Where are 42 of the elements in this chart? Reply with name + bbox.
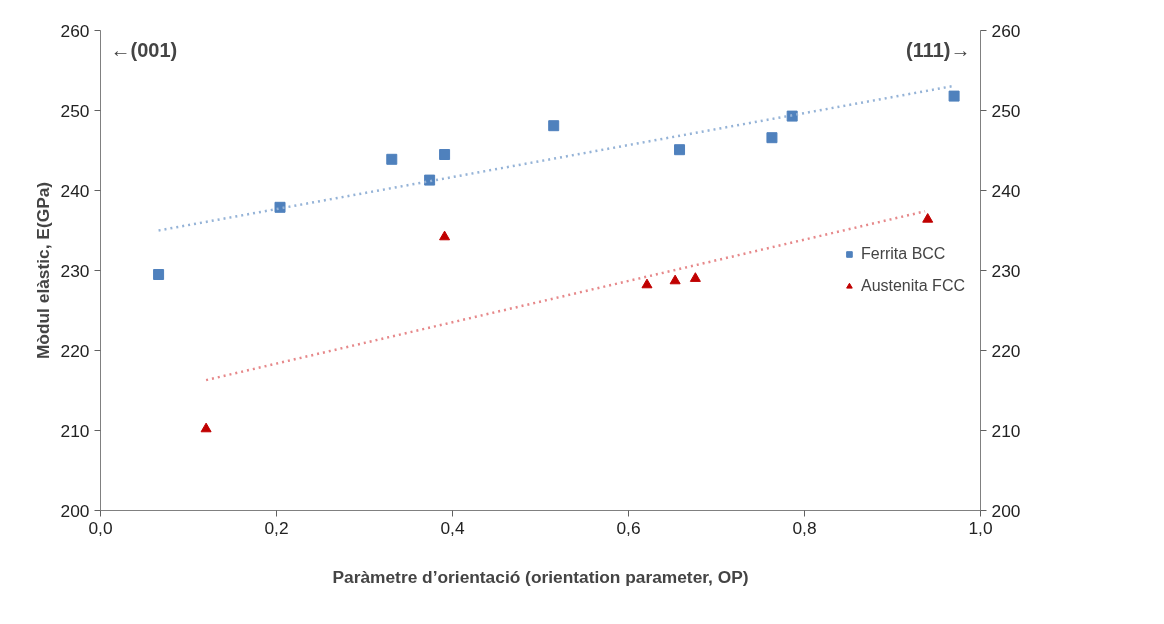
legend-label: Ferrita BCC — [860, 245, 946, 263]
y-tick-label: 200 — [60, 500, 90, 521]
x-tick-label: 0,4 — [440, 517, 465, 538]
y-tick-label: 220 — [60, 340, 90, 361]
point — [669, 274, 681, 285]
point — [641, 278, 653, 289]
x-tick-label: 0,0 — [88, 517, 113, 538]
x-tick-label: 1,0 — [968, 517, 993, 538]
annotation: (111)→ — [906, 38, 971, 61]
point — [674, 144, 686, 156]
point — [766, 132, 778, 144]
y-tick-label: 260 — [60, 20, 90, 41]
legend-label: Austenita FCC — [860, 277, 965, 295]
point — [424, 174, 436, 186]
y2-tick-label: 230 — [991, 260, 1021, 281]
y-axis-title: Mòdul elàstic, E(GPa) — [32, 181, 53, 360]
point — [439, 230, 451, 241]
x-axis-title: Paràmetre d’orientació (orientation parameter, OP) — [332, 566, 749, 587]
point — [200, 422, 212, 433]
x-tick-label: 0,6 — [616, 517, 641, 538]
point — [948, 90, 960, 102]
y-tick-label: 240 — [60, 180, 90, 201]
y2-tick-label: 220 — [991, 340, 1021, 361]
point — [548, 120, 560, 132]
point — [439, 149, 451, 160]
y2-tick-label: 210 — [991, 420, 1021, 441]
y-tick-label: 230 — [60, 260, 90, 281]
point — [922, 213, 934, 223]
x-tick-label: 0,8 — [792, 517, 817, 538]
y-tick-label: 250 — [60, 100, 90, 121]
point — [386, 153, 398, 165]
point — [274, 201, 286, 213]
x-tick-label: 0,2 — [264, 517, 289, 538]
y2-tick-label: 250 — [991, 100, 1021, 121]
y-tick-label: 210 — [60, 420, 90, 441]
y2-tick-label: 200 — [991, 500, 1021, 521]
annotation: ←(001) — [110, 38, 178, 61]
point — [689, 272, 701, 282]
y2-tick-label: 240 — [991, 180, 1021, 201]
y2-tick-label: 260 — [991, 20, 1021, 41]
point — [153, 269, 165, 280]
point — [786, 110, 798, 122]
